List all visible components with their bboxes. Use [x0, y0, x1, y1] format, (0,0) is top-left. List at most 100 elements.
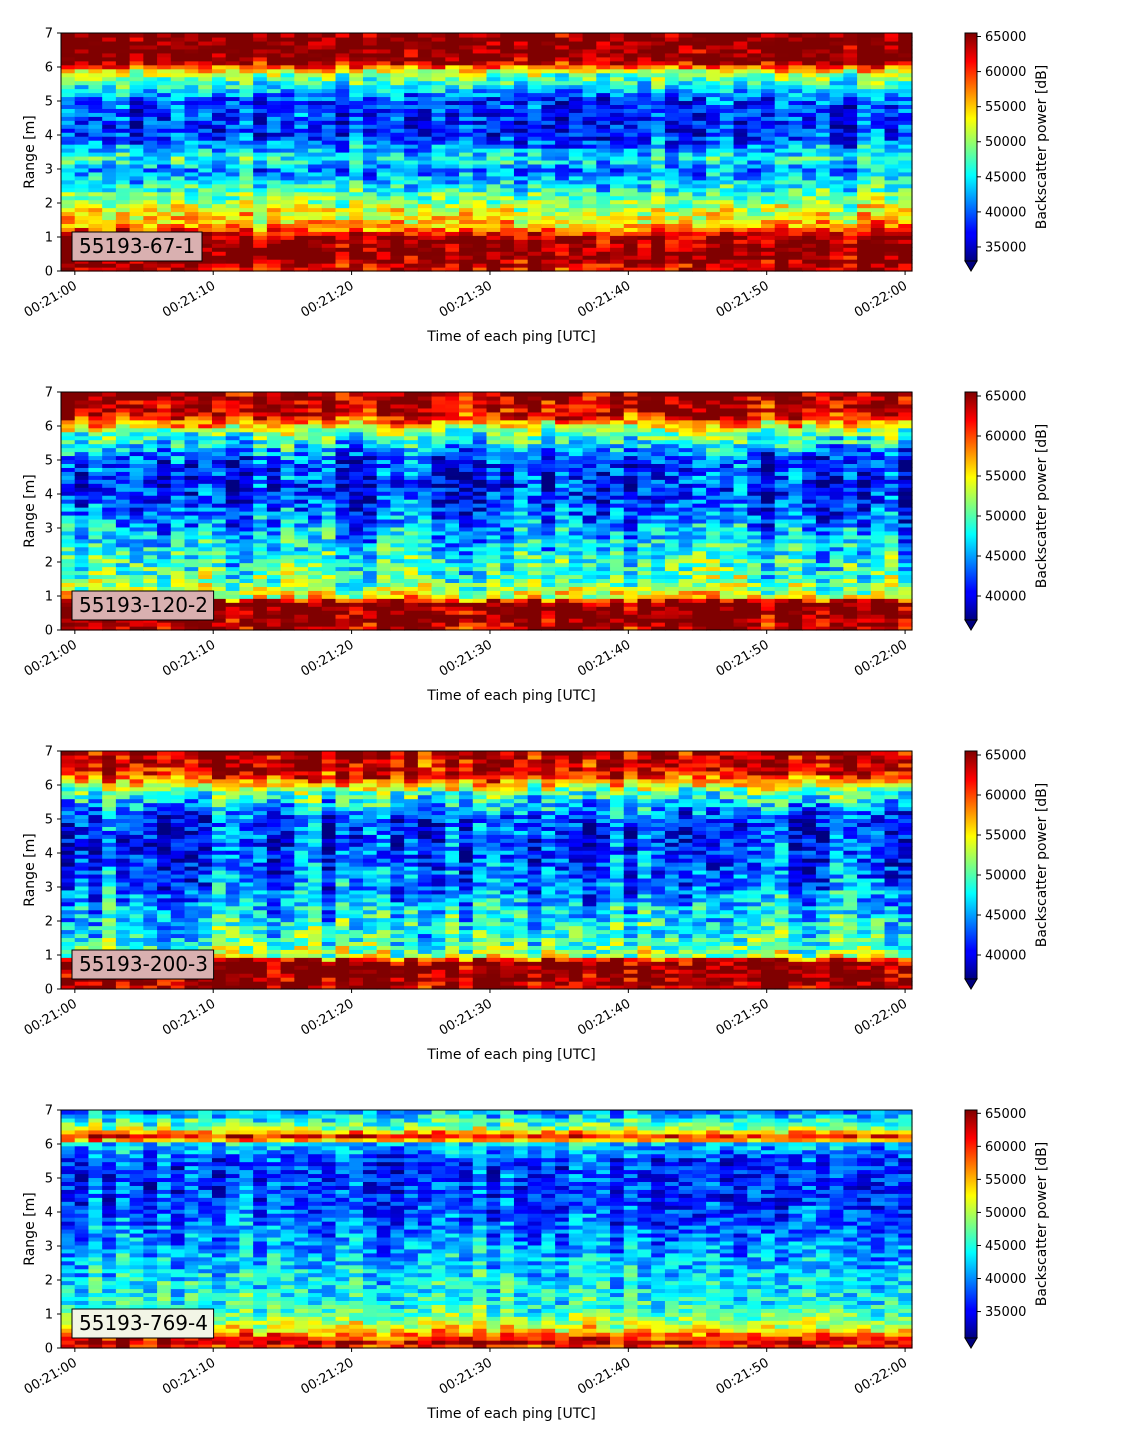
heatmap-cell — [706, 259, 721, 264]
heatmap-cell — [788, 116, 803, 121]
heatmap-cell — [541, 148, 556, 153]
heatmap-cell — [870, 207, 886, 213]
heatmap-cell — [74, 534, 90, 540]
heatmap-cell — [253, 467, 268, 472]
heatmap-cell — [706, 171, 721, 177]
heatmap-cell — [719, 44, 735, 50]
heatmap-cell — [321, 530, 337, 536]
heatmap-cell — [500, 148, 515, 153]
heatmap-cell — [225, 203, 241, 209]
heatmap-cell — [500, 64, 515, 70]
heatmap-cell — [253, 120, 268, 125]
heatmap-cell — [198, 64, 213, 70]
heatmap-cell — [568, 159, 584, 165]
heatmap-cell — [266, 570, 282, 576]
heatmap-cell — [266, 247, 282, 252]
heatmap-cell — [88, 554, 103, 560]
heatmap-cell — [198, 136, 213, 141]
heatmap-cell — [843, 219, 858, 224]
heatmap-cell — [280, 140, 295, 145]
heatmap-cell — [445, 36, 460, 42]
heatmap-cell — [129, 511, 144, 516]
heatmap-cell — [582, 215, 597, 221]
heatmap-cell — [253, 263, 268, 268]
heatmap-cell — [88, 514, 103, 520]
heatmap-cell — [623, 259, 639, 264]
heatmap-cell — [802, 223, 817, 228]
heatmap-cell — [115, 124, 131, 129]
heatmap-cell — [596, 33, 611, 38]
heatmap-cell — [815, 179, 831, 185]
heatmap-cell — [280, 487, 295, 492]
heatmap-cell — [692, 144, 707, 149]
heatmap-cell — [198, 471, 213, 476]
heatmap-cell — [280, 199, 295, 205]
heatmap-cell — [253, 602, 268, 607]
heatmap-cell — [266, 451, 282, 457]
heatmap-cell — [280, 562, 295, 568]
heatmap-cell — [623, 72, 639, 78]
heatmap-cell — [61, 159, 76, 165]
heatmap-cell — [706, 80, 721, 86]
heatmap-cell — [129, 124, 144, 129]
heatmap-cell — [472, 215, 488, 221]
heatmap-cell — [555, 68, 570, 74]
heatmap-cell — [198, 219, 213, 224]
heatmap-cell — [184, 263, 199, 268]
heatmap-cell — [404, 96, 419, 102]
heatmap-cell — [157, 554, 172, 560]
heatmap-cell — [596, 235, 611, 240]
heatmap-cell — [582, 68, 597, 74]
heatmap-cell — [157, 542, 172, 548]
heatmap-cell — [335, 96, 350, 102]
heatmap-cell — [527, 179, 543, 185]
heatmap-cell — [610, 215, 625, 221]
heatmap-cell — [417, 40, 433, 46]
heatmap-cell — [747, 155, 762, 161]
heatmap-cell — [294, 578, 309, 583]
heatmap-cell — [211, 558, 227, 564]
heatmap-cell — [170, 187, 186, 193]
heatmap-cell — [431, 159, 446, 165]
heatmap-cell — [308, 255, 323, 260]
heatmap-cell — [362, 80, 378, 86]
heatmap-cell — [198, 60, 213, 66]
heatmap-cell — [102, 104, 117, 109]
heatmap-cell — [596, 179, 611, 185]
heatmap-cell — [555, 171, 570, 177]
heatmap-cell — [225, 60, 241, 66]
heatmap-cell — [857, 84, 872, 90]
heatmap-cell — [157, 167, 172, 173]
heatmap-cell — [184, 60, 199, 66]
heatmap-cell — [513, 60, 529, 66]
heatmap-cell — [129, 211, 144, 217]
heatmap-cell — [129, 36, 144, 42]
heatmap-cell — [500, 72, 515, 78]
heatmap-cell — [774, 144, 790, 149]
heatmap-cell — [788, 223, 803, 228]
heatmap-cell — [266, 96, 282, 102]
heatmap-cell — [417, 60, 433, 66]
heatmap-cell — [376, 68, 392, 74]
heatmap-cell — [459, 80, 474, 86]
heatmap-cell — [280, 463, 295, 468]
heatmap-cell — [88, 534, 103, 540]
heatmap-cell — [802, 243, 817, 248]
heatmap-cell — [596, 52, 611, 58]
heatmap-cell — [390, 227, 405, 232]
heatmap-cell — [527, 88, 543, 94]
heatmap-cell — [747, 44, 762, 50]
heatmap-cell — [719, 68, 735, 74]
heatmap-cell — [129, 507, 144, 512]
heatmap-cell — [898, 175, 913, 181]
heatmap-cell — [417, 155, 433, 161]
heatmap-cell — [719, 84, 735, 90]
heatmap-cell — [376, 159, 392, 165]
heatmap-cell — [362, 195, 378, 201]
heatmap-cell — [335, 235, 350, 240]
heatmap-cell — [61, 223, 76, 228]
heatmap-cell — [623, 191, 639, 197]
heatmap-cell — [349, 203, 364, 209]
heatmap-cell — [362, 136, 378, 141]
heatmap-cell — [61, 423, 76, 429]
